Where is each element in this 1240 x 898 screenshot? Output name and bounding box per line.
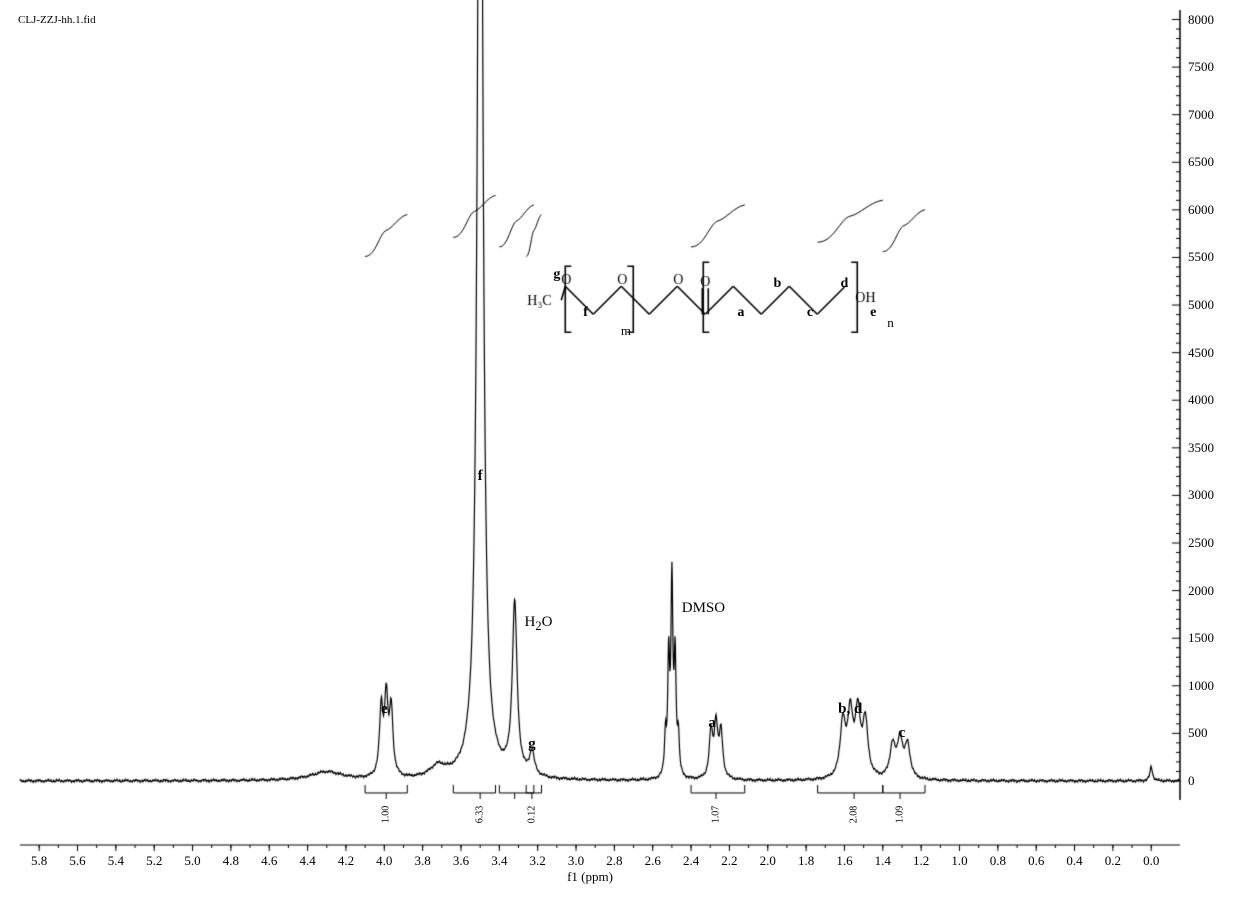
file-id-label: CLJ-ZZJ-hh.1.fid	[18, 14, 96, 26]
integral-value: 2.08	[849, 806, 860, 824]
x-tick-label: 5.4	[108, 853, 124, 869]
integral-value: 0.12	[526, 806, 537, 824]
peak-label-a: a	[708, 715, 716, 732]
x-tick-label: 5.0	[184, 853, 200, 869]
y-tick-label: 3000	[1188, 487, 1214, 503]
y-tick-label: 5000	[1188, 297, 1214, 313]
structure-label-g: g	[553, 267, 560, 283]
y-tick-label: 7500	[1188, 59, 1214, 75]
repeat-m: m	[621, 323, 631, 339]
x-tick-label: 0.6	[1028, 853, 1044, 869]
y-tick-label: 6500	[1188, 154, 1214, 170]
structure-label-b: b	[773, 276, 781, 292]
x-tick-label: 3.4	[491, 853, 507, 869]
x-tick-label: 5.8	[31, 853, 47, 869]
integral-value: 6.33	[475, 806, 486, 824]
x-tick-label: 1.2	[913, 853, 929, 869]
structure-label-f: f	[583, 305, 588, 321]
x-tick-label: 2.8	[606, 853, 622, 869]
x-tick-label: 1.4	[875, 853, 891, 869]
peak-label-c: c	[899, 725, 906, 742]
integral-value: 1.00	[381, 806, 392, 824]
y-tick-label: 0	[1188, 773, 1195, 789]
x-tick-label: 5.6	[69, 853, 85, 869]
y-tick-label: 500	[1188, 725, 1208, 741]
y-tick-label: 5500	[1188, 249, 1214, 265]
x-tick-label: 4.4	[299, 853, 315, 869]
x-tick-label: 3.6	[453, 853, 469, 869]
x-tick-label: 3.8	[415, 853, 431, 869]
y-tick-label: 4000	[1188, 392, 1214, 408]
x-tick-label: 0.8	[990, 853, 1006, 869]
x-tick-label: 3.0	[568, 853, 584, 869]
structure-label-a: a	[737, 305, 744, 321]
x-tick-label: 2.6	[645, 853, 661, 869]
x-tick-label: 4.0	[376, 853, 392, 869]
structure-label-d: d	[841, 276, 849, 292]
x-tick-label: 1.0	[951, 853, 967, 869]
y-tick-label: 2000	[1188, 583, 1214, 599]
y-tick-label: 6000	[1188, 202, 1214, 218]
peak-label-e: e	[381, 701, 388, 718]
solvent-label: H2O	[525, 614, 553, 634]
x-tick-label: 4.6	[261, 853, 277, 869]
repeat-n: n	[887, 315, 894, 331]
x-tick-label: 5.2	[146, 853, 162, 869]
x-tick-label: 1.8	[798, 853, 814, 869]
x-axis-label: f1 (ppm)	[567, 869, 613, 885]
y-tick-label: 3500	[1188, 440, 1214, 456]
structure-label-e: e	[870, 305, 876, 321]
integral-value: 1.07	[711, 806, 722, 824]
x-tick-label: 2.0	[760, 853, 776, 869]
x-tick-label: 0.2	[1105, 853, 1121, 869]
y-tick-label: 1000	[1188, 678, 1214, 694]
x-tick-label: 4.8	[223, 853, 239, 869]
nmr-figure: { "canvas": { "width": 1240, "height": 8…	[0, 0, 1240, 898]
peak-label-bd: b, d	[838, 701, 862, 718]
nmr-spectrum-canvas	[0, 0, 1240, 898]
structure-label-c: c	[807, 305, 813, 321]
y-tick-label: 1500	[1188, 630, 1214, 646]
integral-value: 1.09	[895, 806, 906, 824]
x-tick-label: 1.6	[836, 853, 852, 869]
y-tick-label: 2500	[1188, 535, 1214, 551]
x-tick-label: 2.4	[683, 853, 699, 869]
solvent-label: DMSO	[682, 600, 725, 617]
x-tick-label: 0.0	[1143, 853, 1159, 869]
peak-label-f: f	[478, 468, 483, 485]
x-tick-label: 0.4	[1066, 853, 1082, 869]
x-tick-label: 3.2	[530, 853, 546, 869]
y-tick-label: 8000	[1188, 12, 1214, 28]
y-tick-label: 7000	[1188, 107, 1214, 123]
y-tick-label: 4500	[1188, 345, 1214, 361]
peak-label-g: g	[528, 736, 536, 753]
x-tick-label: 4.2	[338, 853, 354, 869]
x-tick-label: 2.2	[721, 853, 737, 869]
